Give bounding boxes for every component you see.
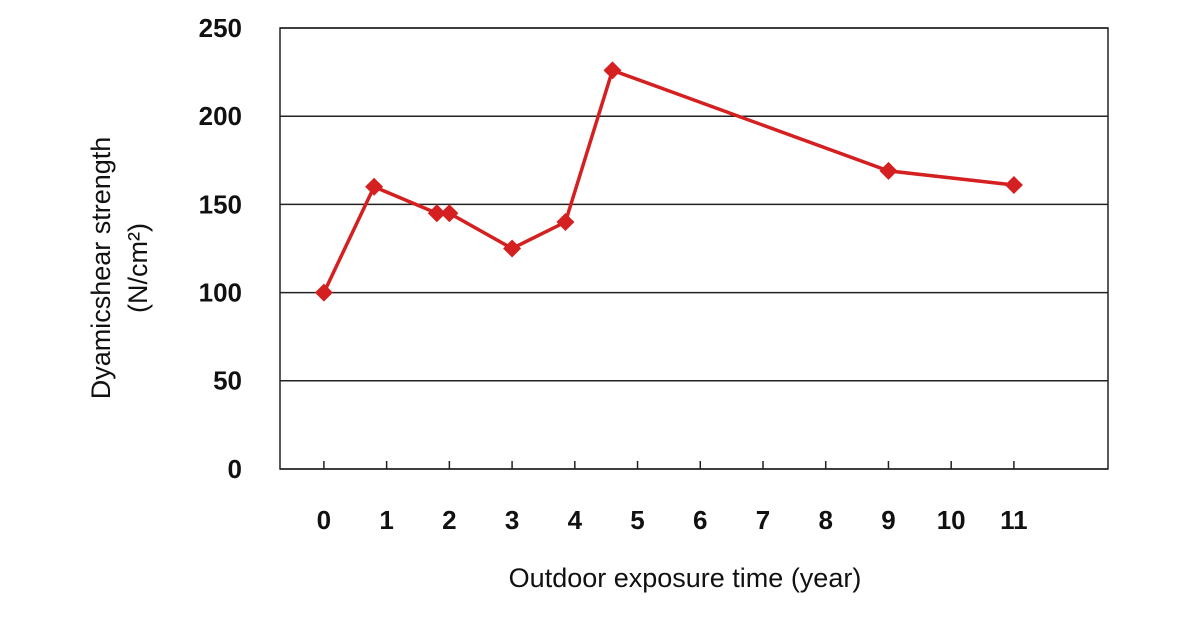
data-point: [503, 239, 522, 258]
y-tick-label: 50: [213, 366, 242, 396]
x-tick-label: 5: [630, 505, 644, 535]
x-tick-label: 7: [756, 505, 770, 535]
data-point: [603, 61, 622, 80]
x-axis-title: Outdoor exposure time (year): [509, 563, 862, 593]
data-point: [879, 161, 898, 180]
x-tick-label: 4: [568, 505, 583, 535]
data-point: [427, 204, 446, 223]
data-point: [556, 213, 575, 232]
x-tick-label: 3: [505, 505, 519, 535]
y-axis-unit: (N/cm²): [123, 223, 153, 313]
data-point: [314, 283, 333, 302]
y-tick-label: 150: [199, 189, 242, 219]
data-point: [365, 177, 384, 196]
data-point: [440, 204, 459, 223]
y-tick-label: 100: [199, 277, 242, 307]
y-tick-label: 0: [228, 454, 242, 484]
data-point: [1004, 175, 1023, 194]
x-tick-label: 2: [442, 505, 456, 535]
x-tick-label: 9: [881, 505, 895, 535]
y-tick-label: 250: [199, 13, 242, 43]
x-tick-label: 1: [379, 505, 393, 535]
x-tick-label: 0: [317, 505, 331, 535]
x-tick-label: 6: [693, 505, 707, 535]
plot-frame: [279, 27, 1109, 470]
series-line: [322, 68, 1015, 294]
x-tick-label: 10: [937, 505, 966, 535]
x-tick-label: 8: [818, 505, 832, 535]
x-tick-label: 11: [1000, 505, 1028, 535]
y-axis-title: Dyamicshear strength: [86, 137, 116, 400]
y-tick-label: 200: [199, 101, 242, 131]
